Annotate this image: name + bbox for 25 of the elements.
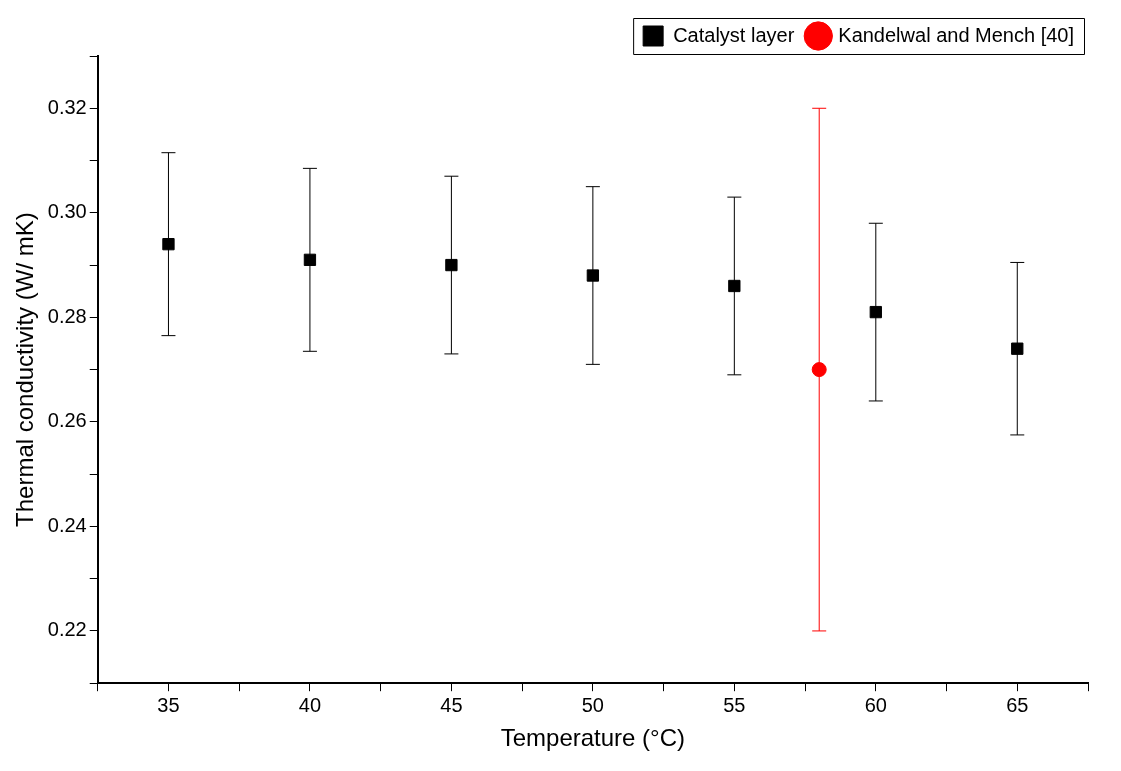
x-axis-title: Temperature (°C): [500, 724, 686, 752]
y-tick-label: 0.28: [47, 304, 87, 327]
x-tick-label: 65: [1006, 693, 1029, 716]
x-tick-label: 55: [723, 693, 746, 716]
y-tick-label: 0.30: [47, 200, 87, 223]
point: [869, 305, 882, 319]
point: [445, 258, 458, 272]
point: [1011, 342, 1024, 355]
point: [586, 269, 600, 282]
point: [162, 238, 175, 251]
y-tick-label: 0.24: [47, 513, 87, 536]
y-tick-label: 0.22: [47, 618, 87, 641]
y-axis-title: Thermal conductivity (W/ mK): [11, 212, 39, 527]
point: [811, 362, 827, 378]
x-tick-label: 50: [581, 693, 604, 716]
x-tick-label: 45: [440, 693, 463, 716]
x-tick-label: 40: [298, 693, 322, 716]
point: [303, 253, 317, 266]
point: [728, 279, 741, 293]
x-tick-label: 60: [864, 693, 887, 716]
x-tick-label: 35: [157, 693, 180, 716]
y-tick-label: 0.32: [47, 95, 87, 118]
y-tick-label: 0.26: [47, 409, 87, 432]
legend-label: Catalyst layer: [673, 23, 795, 46]
legend-label: Kandelwal and Mench [40]: [838, 23, 1075, 46]
